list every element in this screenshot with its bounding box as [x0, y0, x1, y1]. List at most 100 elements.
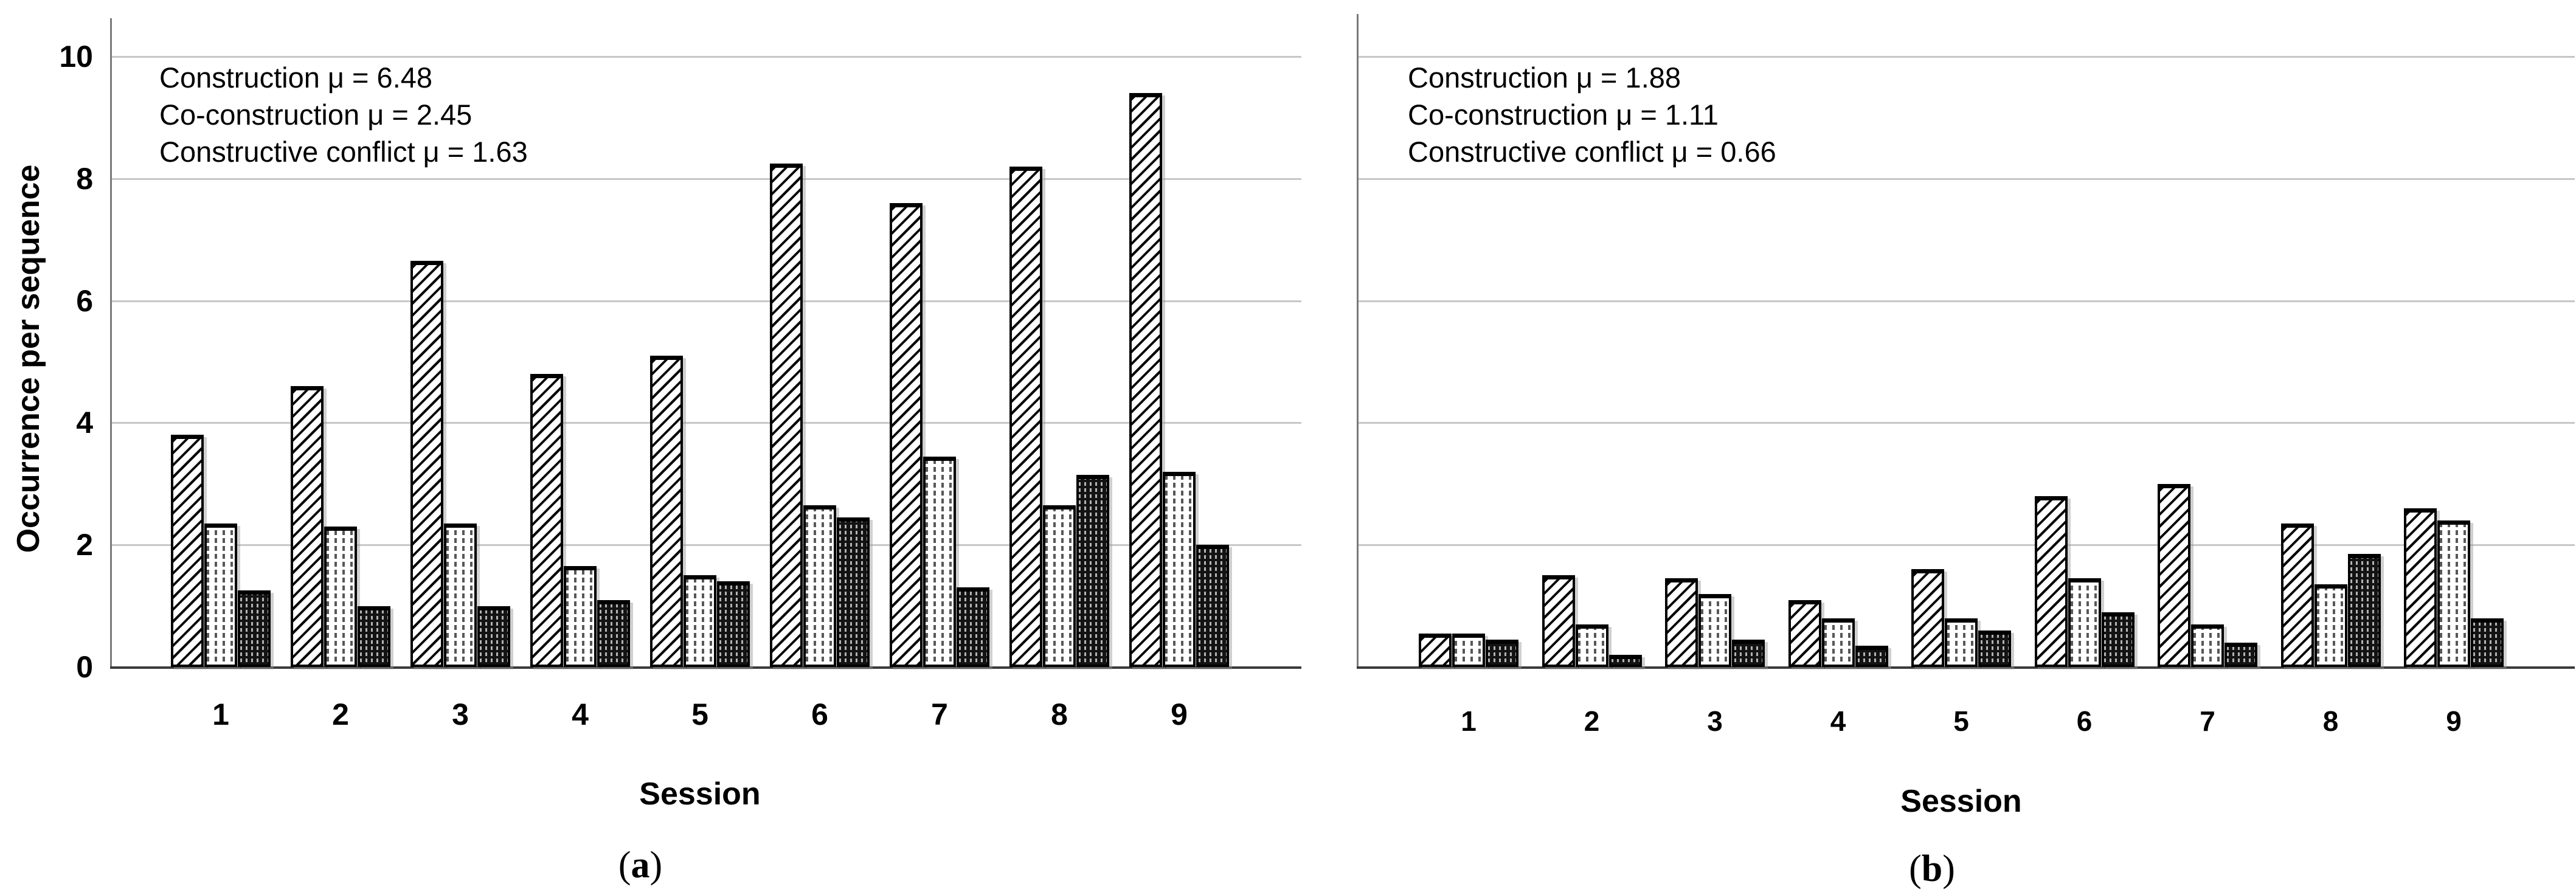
gridline-y8-panel-b: [1358, 178, 2575, 180]
x-tick-label-session-9-a: 9: [1171, 697, 1188, 731]
y-tick-label-2: 2: [76, 528, 93, 562]
x-tick-label-session-3-b: 3: [1707, 705, 1723, 737]
bar-construction-session-9: [2404, 508, 2437, 667]
bar-construction-session-1: [1419, 634, 1452, 667]
bar-constructive-conflict-session-5: [717, 581, 750, 667]
bar-construction-session-1: [171, 435, 204, 667]
mean-annotation-line-2-panel-a: Co-construction μ = 2.45: [159, 98, 473, 131]
x-axis-line-b: [1357, 666, 2575, 669]
panel-label-a: (a): [618, 845, 663, 886]
x-tick-label-session-8-a: 8: [1051, 697, 1068, 731]
bar-co-construction-session-7: [923, 457, 956, 667]
bar-constructive-conflict-session-6: [2102, 612, 2135, 667]
x-tick-label-session-2-a: 2: [332, 697, 349, 731]
gridline-y4-panel-b: [1358, 422, 2575, 424]
bar-construction-session-8: [2281, 524, 2314, 667]
x-tick-label-session-4-a: 4: [572, 697, 589, 731]
mean-annotation-line-1-panel-a: Construction μ = 6.48: [159, 61, 433, 94]
bar-construction-session-2: [291, 386, 324, 667]
y-tick-label-0: 0: [76, 650, 93, 684]
x-tick-label-session-6-b: 6: [2076, 705, 2093, 737]
bar-constructive-conflict-session-9: [2471, 618, 2504, 667]
bar-construction-session-5: [650, 356, 683, 667]
bar-co-construction-session-8: [2315, 584, 2347, 667]
bar-constructive-conflict-session-3: [1732, 640, 1765, 667]
y-tick-label-4: 4: [76, 406, 93, 440]
x-tick-label-session-9-b: 9: [2446, 705, 2462, 737]
gridline-y4-panel-a: [111, 422, 1301, 424]
x-tick-label-session-2-b: 2: [1584, 705, 1600, 737]
bar-construction-session-2: [1542, 575, 1575, 667]
bar-constructive-conflict-session-9: [1196, 545, 1229, 667]
bar-construction-session-7: [890, 203, 923, 667]
gridline-y6-panel-b: [1358, 300, 2575, 302]
bar-co-construction-session-9: [2437, 520, 2470, 667]
gridline-y2-panel-b: [1358, 544, 2575, 547]
x-tick-label-session-7-b: 7: [2200, 705, 2215, 737]
mean-annotation-line-3-panel-a: Constructive conflict μ = 1.63: [159, 136, 528, 168]
x-tick-label-session-4-b: 4: [1830, 705, 1846, 737]
mean-annotation-line-1-panel-b: Construction μ = 1.88: [1408, 61, 1681, 94]
bar-construction-session-4: [1788, 600, 1821, 667]
bar-construction-session-6: [2035, 496, 2068, 667]
bar-co-construction-session-5: [1945, 618, 1978, 667]
gridline-y8-panel-a: [111, 178, 1301, 180]
bar-constructive-conflict-session-3: [477, 606, 510, 667]
bar-co-construction-session-5: [684, 575, 716, 667]
bar-co-construction-session-7: [2191, 624, 2224, 667]
bar-constructive-conflict-session-8: [1076, 475, 1109, 667]
x-tick-label-session-1-b: 1: [1461, 705, 1477, 737]
x-tick-label-session-1-a: 1: [212, 697, 229, 731]
bar-co-construction-session-1: [1452, 634, 1485, 667]
y-axis-title: Occurrence per sequence: [11, 164, 46, 553]
bar-constructive-conflict-session-4: [597, 600, 630, 667]
bar-construction-session-6: [770, 164, 803, 667]
bar-co-construction-session-4: [564, 566, 597, 667]
bar-construction-session-3: [410, 261, 443, 667]
bar-constructive-conflict-session-8: [2348, 554, 2381, 667]
bar-co-construction-session-3: [1698, 594, 1731, 667]
x-tick-label-session-3-a: 3: [452, 697, 469, 731]
x-axis-title-a: Session: [639, 776, 761, 812]
y-tick-label-10: 10: [59, 40, 93, 74]
x-axis-title-b: Session: [1900, 784, 2022, 819]
bar-construction-session-3: [1665, 578, 1698, 667]
bar-constructive-conflict-session-6: [837, 517, 870, 667]
x-tick-label-session-5-b: 5: [1953, 705, 1969, 737]
x-tick-label-session-5-a: 5: [691, 697, 708, 731]
gridline-y2-panel-a: [111, 544, 1301, 547]
bar-constructive-conflict-session-7: [2225, 643, 2257, 667]
bar-co-construction-session-9: [1163, 472, 1196, 667]
bar-constructive-conflict-session-2: [358, 606, 390, 667]
mean-annotation-line-3-panel-b: Constructive conflict μ = 0.66: [1408, 136, 1776, 168]
x-tick-label-session-6-a: 6: [811, 697, 828, 731]
bar-constructive-conflict-session-2: [1609, 655, 1642, 667]
y-tick-label-6: 6: [76, 283, 93, 318]
bar-construction-session-5: [1911, 569, 1944, 667]
panel-label-b: (b): [1909, 848, 1955, 890]
gridline-y10-panel-b: [1358, 56, 2575, 58]
bar-co-construction-session-6: [2068, 578, 2101, 667]
mean-annotation-line-2-panel-b: Co-construction μ = 1.11: [1408, 98, 1719, 131]
bar-constructive-conflict-session-1: [238, 590, 271, 667]
bar-co-construction-session-6: [803, 505, 836, 667]
bar-co-construction-session-2: [324, 527, 357, 667]
y-axis-line-b: [1357, 14, 1359, 669]
x-axis-line-a: [110, 666, 1301, 669]
bar-constructive-conflict-session-4: [1855, 646, 1888, 667]
bar-co-construction-session-3: [444, 524, 477, 667]
bar-construction-session-9: [1129, 93, 1162, 667]
bar-co-construction-session-8: [1043, 505, 1076, 667]
gridline-y10-panel-a: [111, 56, 1301, 58]
bar-construction-session-7: [2158, 484, 2190, 667]
y-axis-line-a: [110, 18, 112, 669]
x-tick-label-session-8-b: 8: [2322, 705, 2339, 737]
bar-co-construction-session-4: [1822, 618, 1855, 667]
bar-construction-session-4: [530, 374, 563, 667]
bar-co-construction-session-2: [1576, 624, 1608, 667]
y-tick-label-8: 8: [76, 161, 93, 196]
bar-constructive-conflict-session-5: [1978, 631, 2011, 667]
bar-constructive-conflict-session-7: [957, 587, 989, 667]
bar-construction-session-8: [1009, 167, 1042, 667]
